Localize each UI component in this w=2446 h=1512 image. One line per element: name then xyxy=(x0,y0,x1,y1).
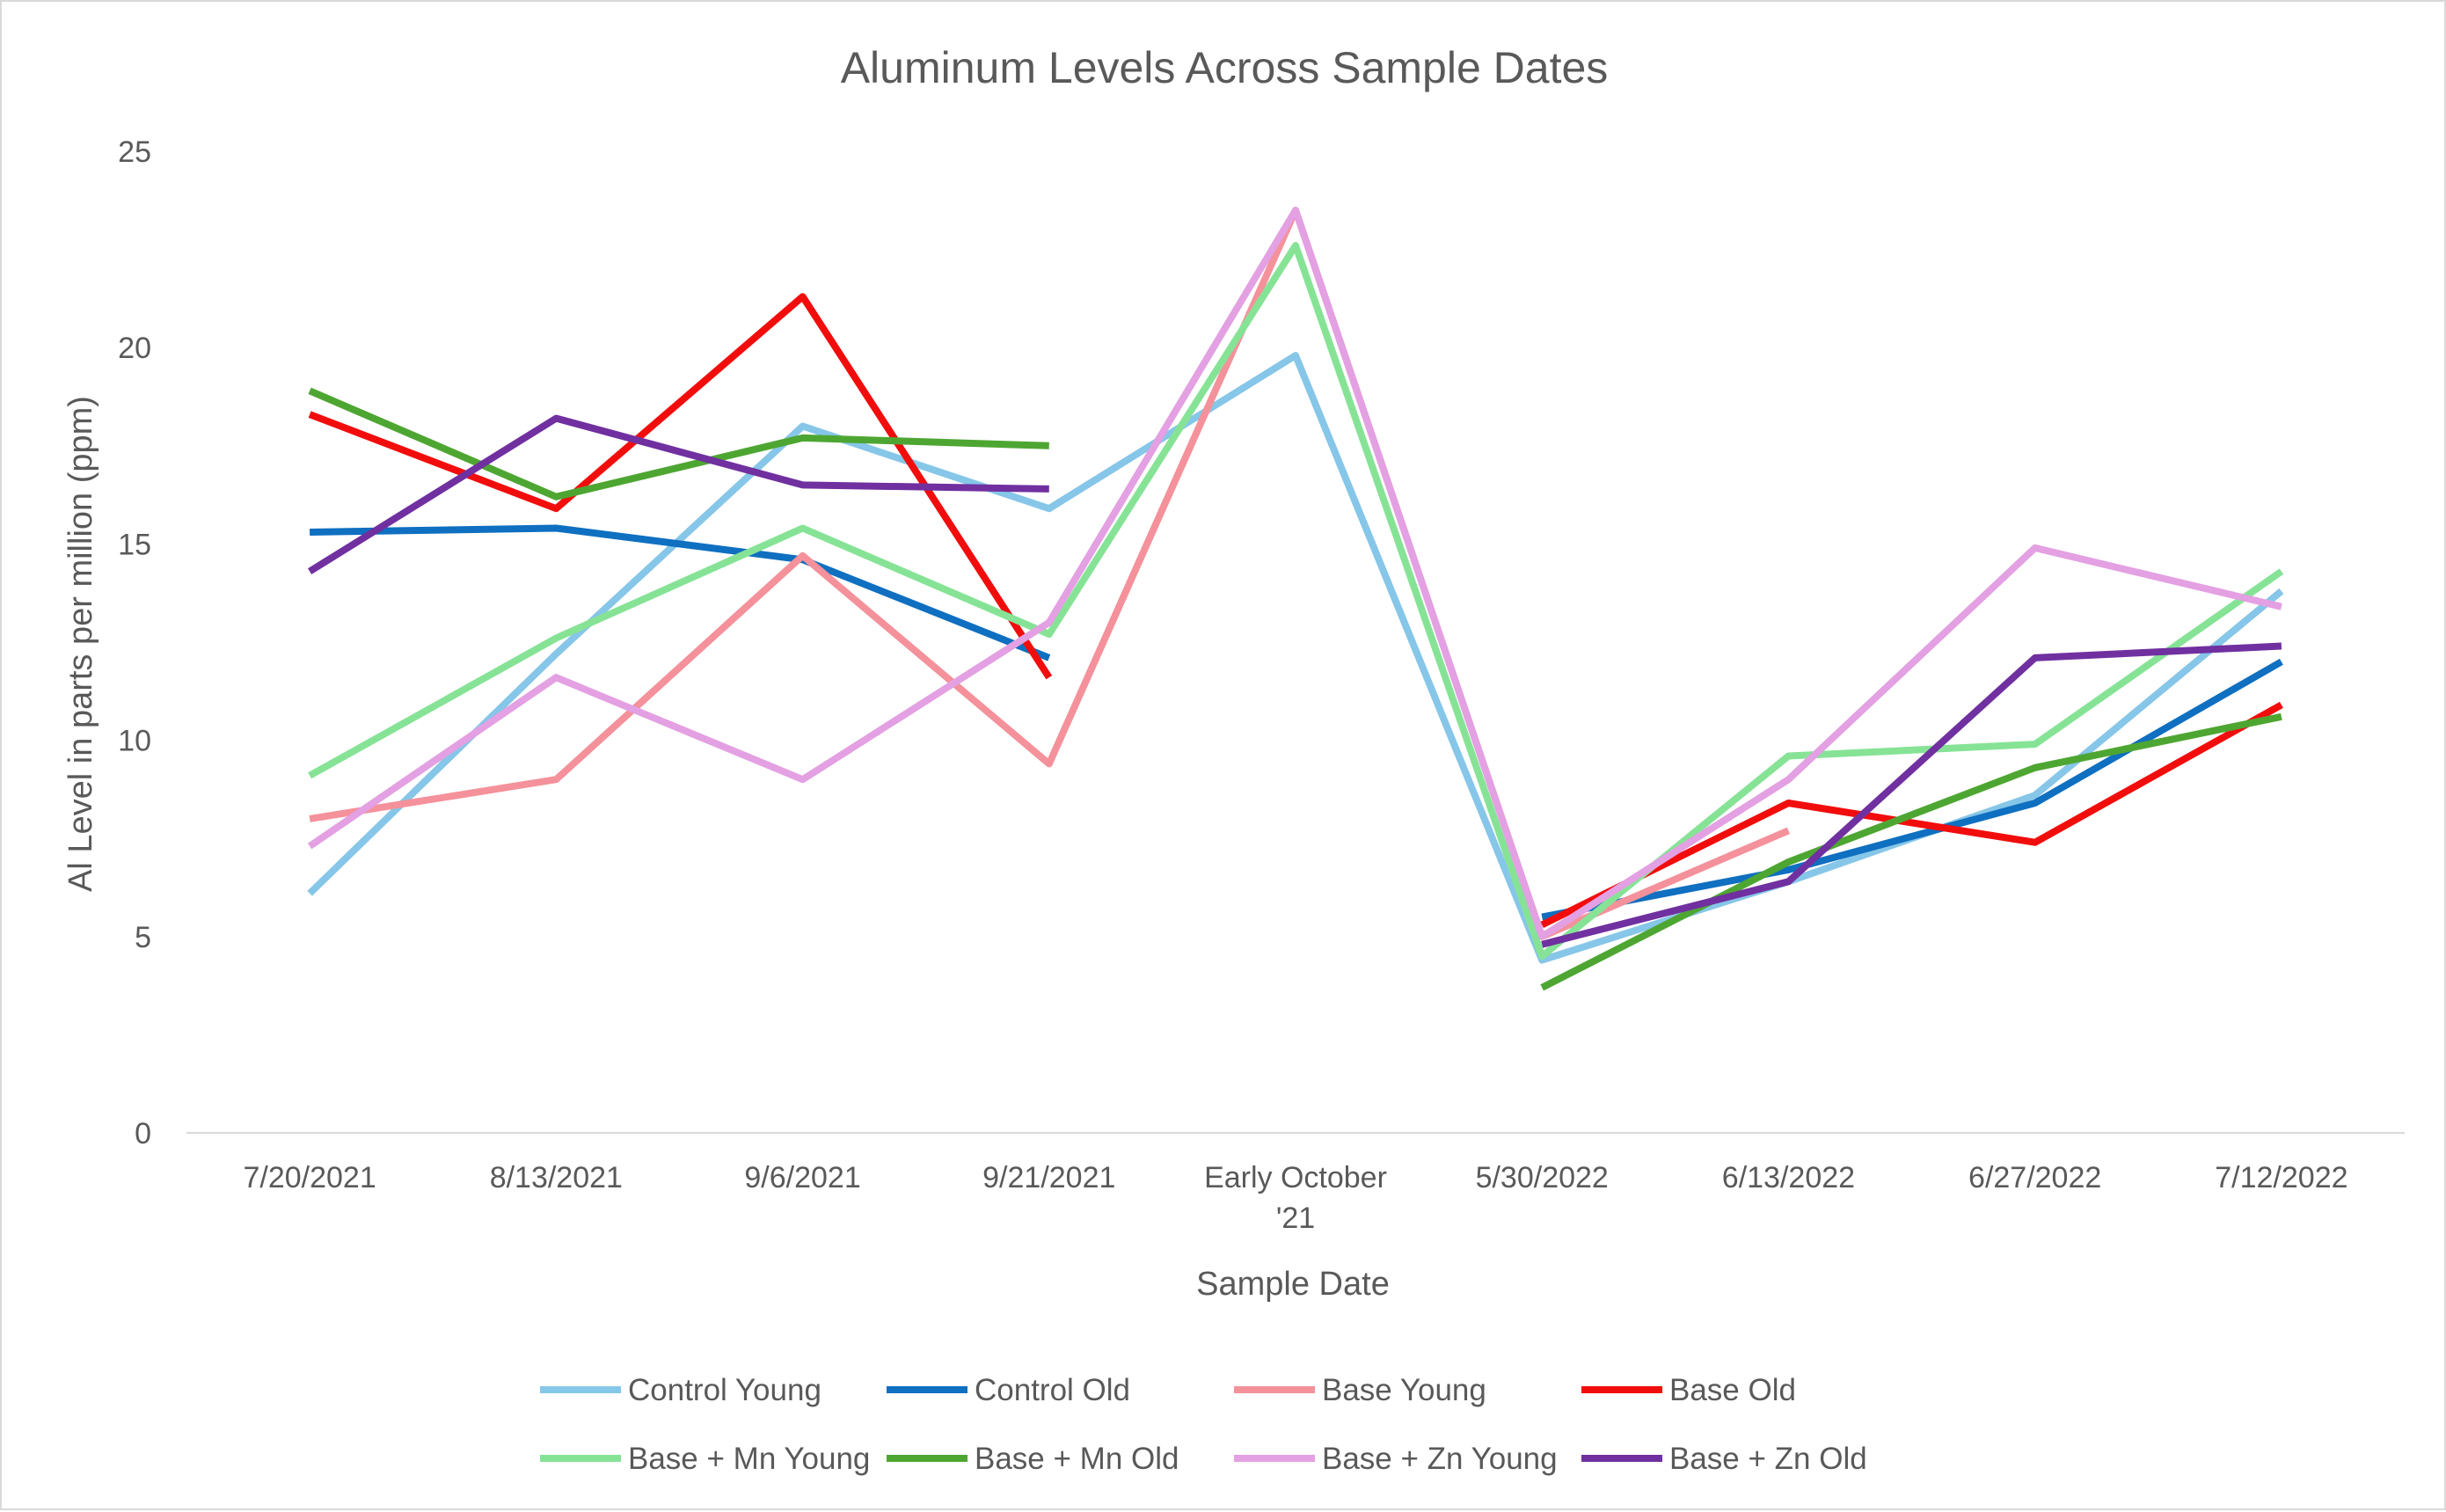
x-axis-title: Sample Date xyxy=(1196,1266,1390,1303)
y-tick-label: 5 xyxy=(135,921,151,954)
x-tick-label-line: '21 xyxy=(1276,1202,1315,1235)
legend-label: Control Young xyxy=(628,1373,821,1407)
series-line-base-young xyxy=(309,207,1790,940)
x-axis-ticks: 7/20/2021 8/13/2021 9/6/2021 9/21/2021 Early… xyxy=(243,1161,2347,1235)
x-tick-label-line: 9/6/2021 xyxy=(744,1161,860,1194)
series-line-control-young xyxy=(307,352,2284,964)
x-tick-label-line: 7/20/2021 xyxy=(243,1161,376,1194)
legend-label: Base Old xyxy=(1669,1373,1796,1407)
x-tick-label-line: 9/21/2021 xyxy=(982,1161,1115,1194)
chart-title: Aluminum Levels Across Sample Dates xyxy=(841,43,1609,92)
y-tick-label: 0 xyxy=(135,1117,151,1150)
x-tick-label-line: 5/30/2022 xyxy=(1476,1161,1609,1194)
legend-item-base-plus-mn-young: Base + Mn Young xyxy=(540,1442,870,1476)
legend: Control Young Control Old Base Young Base O… xyxy=(540,1373,1867,1476)
legend-item-control-old: Control Old xyxy=(887,1373,1130,1407)
series-line-base-plus-mn-young xyxy=(308,242,2284,961)
x-tick-label-line: 8/13/2021 xyxy=(490,1161,623,1194)
legend-label: Base Young xyxy=(1322,1373,1486,1407)
series-line-control-old xyxy=(310,524,2283,921)
legend-label: Base + Zn Young xyxy=(1322,1442,1558,1476)
x-tick-label-line: 6/13/2022 xyxy=(1722,1161,1855,1194)
y-tick-label: 20 xyxy=(118,332,151,365)
y-tick-label: 15 xyxy=(118,528,151,561)
series-line-base-plus-mn-old xyxy=(308,387,2282,991)
legend-item-base-plus-mn-old: Base + Mn Old xyxy=(887,1442,1179,1476)
y-tick-label: 25 xyxy=(118,135,151,169)
x-tick-label: 9/21/2021 xyxy=(982,1161,1115,1194)
x-tick-label: 8/13/2021 xyxy=(490,1161,623,1194)
legend-label: Base + Mn Old xyxy=(975,1442,1179,1476)
x-tick-label: 5/30/2022 xyxy=(1476,1161,1609,1194)
legend-label: Control Old xyxy=(975,1373,1130,1407)
legend-item-base-plus-zn-young: Base + Zn Young xyxy=(1234,1442,1558,1476)
legend-item-control-young: Control Young xyxy=(540,1373,821,1407)
x-tick-label-line: 7/12/2022 xyxy=(2215,1161,2347,1194)
x-tick-label-line: Early October xyxy=(1204,1161,1387,1194)
y-axis-ticks: 0 5 10 15 20 25 xyxy=(118,135,151,1150)
legend-label: Base + Mn Young xyxy=(628,1442,870,1476)
x-tick-label: 6/27/2022 xyxy=(1968,1161,2101,1194)
series-lines xyxy=(307,207,2284,991)
series-line-base-plus-zn-young xyxy=(307,207,2282,940)
x-tick-label: 7/20/2021 xyxy=(243,1161,376,1194)
y-tick-label: 10 xyxy=(118,725,151,758)
y-axis-title: Al Level in parts per million (ppm) xyxy=(62,396,99,892)
legend-item-base-young: Base Young xyxy=(1234,1373,1486,1407)
legend-item-base-plus-zn-old: Base + Zn Old xyxy=(1581,1442,1867,1476)
x-tick-label: 6/13/2022 xyxy=(1722,1161,1855,1194)
legend-label: Base + Zn Old xyxy=(1669,1442,1867,1476)
series-line-base-plus-zn-old xyxy=(307,414,2282,948)
x-tick-label: 9/6/2021 xyxy=(744,1161,860,1194)
x-tick-label: Early October '21 xyxy=(1204,1161,1387,1235)
legend-item-base-old: Base Old xyxy=(1581,1373,1796,1407)
x-tick-label-line: 6/27/2022 xyxy=(1968,1161,2101,1194)
x-tick-label: 7/12/2022 xyxy=(2215,1161,2347,1194)
